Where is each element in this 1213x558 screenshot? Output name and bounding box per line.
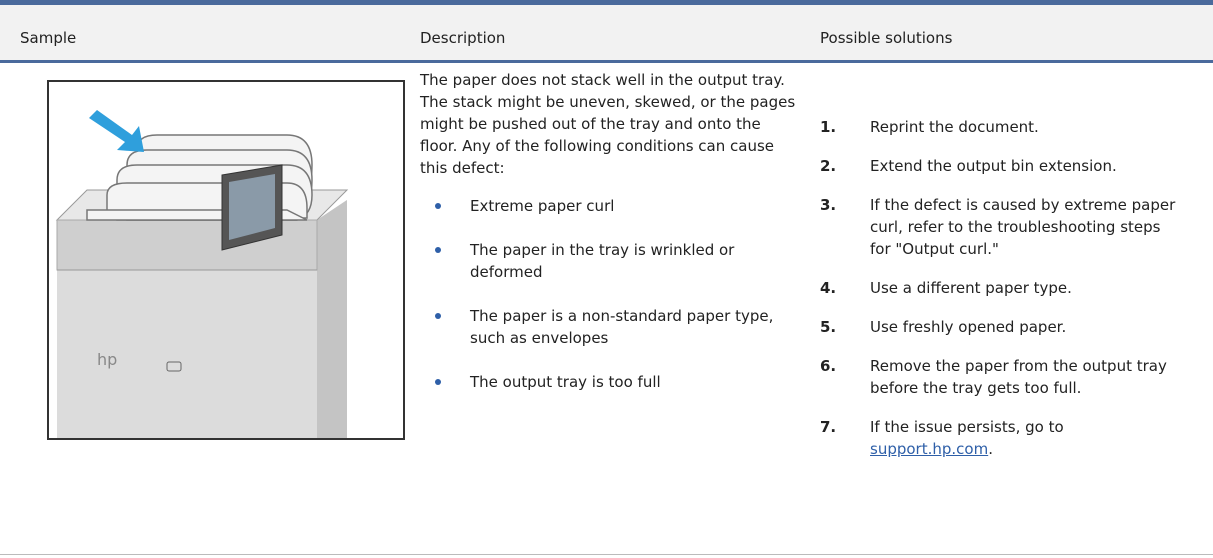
solution-item: 7. If the issue persists, go to support.h… bbox=[820, 416, 1180, 460]
item-number: 3. bbox=[820, 196, 837, 214]
solution-item: 1. Reprint the document. bbox=[820, 116, 1180, 138]
column-header: Possible solutions bbox=[820, 29, 953, 47]
item-number: 4. bbox=[820, 279, 837, 297]
description-text: The paper does not stack well in the out… bbox=[420, 71, 796, 177]
link[interactable]: support.hp.com bbox=[870, 440, 989, 458]
item-number: 5. bbox=[820, 318, 837, 336]
bullet-list: Extreme paper curl The paper in the tray … bbox=[420, 195, 800, 393]
solution-item: 6. Remove the paper from the output tray … bbox=[820, 355, 1180, 399]
logo: hp bbox=[97, 350, 117, 369]
item-text: Reprint the document. bbox=[870, 118, 1039, 136]
bullet-item: Extreme paper curl bbox=[420, 195, 800, 217]
item-text: Use a different paper type. bbox=[870, 279, 1072, 297]
item-number: 2. bbox=[820, 157, 837, 175]
sample-image: hp bbox=[47, 80, 405, 440]
item-text: Remove the paper from the output tray be… bbox=[870, 357, 1167, 397]
bullet-item: The output tray is too full bbox=[420, 371, 800, 393]
item-text: . bbox=[988, 440, 993, 458]
description: The paper does not stack well in the out… bbox=[420, 69, 800, 415]
column-header: Sample bbox=[20, 29, 77, 47]
bullet-item: The paper in the tray is wrinkled or def… bbox=[420, 239, 800, 283]
header-rule bbox=[0, 60, 1213, 63]
solution-item: 4. Use a different paper type. bbox=[820, 277, 1180, 299]
solution-item: 2. Extend the output bin extension. bbox=[820, 155, 1180, 177]
top-rule bbox=[0, 0, 1213, 5]
item-number: 7. bbox=[820, 418, 837, 436]
solution-item: 3. If the defect is caused by extreme pap… bbox=[820, 194, 1180, 260]
bottom-rule bbox=[0, 554, 1213, 555]
table-header: Sample Description Possible solutions bbox=[0, 5, 1213, 60]
bullet-item: The paper is a non-standard paper type, … bbox=[420, 305, 800, 349]
item-number: 1. bbox=[820, 118, 837, 136]
item-text: If the issue persists, go to bbox=[870, 418, 1064, 436]
item-text: If the defect is caused by extreme paper… bbox=[870, 196, 1176, 258]
solutions-list: 1. Reprint the document. 2. Extend the outp… bbox=[820, 116, 1180, 477]
solution-item: 5. Use freshly opened paper. bbox=[820, 316, 1180, 338]
item-text: Use freshly opened paper. bbox=[870, 318, 1067, 336]
item-number: 6. bbox=[820, 357, 837, 375]
item-text: Extend the output bin extension. bbox=[870, 157, 1117, 175]
column-header: Description bbox=[420, 29, 506, 47]
